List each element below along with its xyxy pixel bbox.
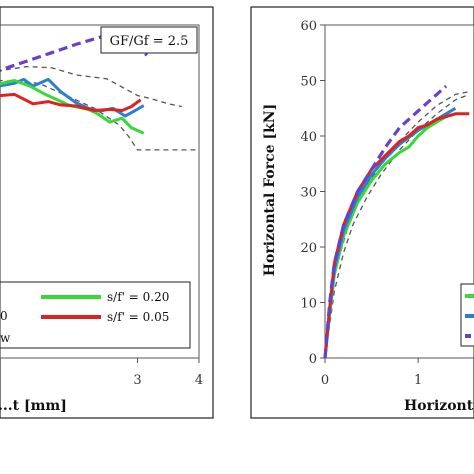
- legend-label-green: s/f' = 0.20: [107, 290, 169, 304]
- series-line-1-5: [323, 84, 448, 359]
- series-line-1-0: [324, 93, 470, 359]
- y-tick-label-1-0: 0: [309, 352, 317, 367]
- legend-fragment-1: w: [0, 331, 11, 345]
- left-plot-area: [0, 24, 200, 359]
- y-tick-label-1-3: 30: [300, 186, 317, 201]
- series-line-0-2: [0, 79, 199, 151]
- right-y-axis-label: Horizontal Force [kN]: [262, 104, 278, 276]
- annotation-box: GF/Gf = 2.5: [100, 26, 198, 54]
- legend-fragment-0: 0: [0, 309, 8, 323]
- series-line-1-4: [323, 112, 470, 359]
- y-tick-label-1-6: 60: [300, 19, 317, 34]
- right-legend: [460, 283, 474, 347]
- right-x-axis-label: Horizont: [404, 398, 474, 414]
- left-panel-frame: [0, 6, 214, 419]
- right-series-group: [323, 84, 470, 359]
- x-tick-label-1-1: 1: [414, 373, 422, 388]
- x-tick-label-1-0: 0: [321, 373, 329, 388]
- annotation-text: GF/Gf = 2.5: [110, 34, 189, 49]
- left-series-group: [0, 31, 199, 151]
- series-line-0-5: [0, 92, 142, 112]
- y-tick-label-1-4: 40: [300, 130, 317, 145]
- y-tick-label-1-2: 20: [300, 241, 317, 256]
- y-tick-label-1-1: 10: [300, 297, 317, 312]
- x-tick-label-0-0: 3: [133, 373, 141, 388]
- left-legend: 0 w s/f' = 0.20 s/f' = 0.05: [0, 281, 191, 349]
- x-tick-label-0-1: 4: [195, 373, 203, 388]
- legend-label-red: s/f' = 0.05: [107, 310, 169, 324]
- right-panel-frame: [250, 6, 474, 419]
- series-line-0-1: [0, 65, 182, 108]
- y-tick-label-1-5: 50: [300, 75, 317, 90]
- series-line-1-1: [324, 90, 470, 359]
- left-x-axis-label: ...t [mm]: [0, 398, 67, 414]
